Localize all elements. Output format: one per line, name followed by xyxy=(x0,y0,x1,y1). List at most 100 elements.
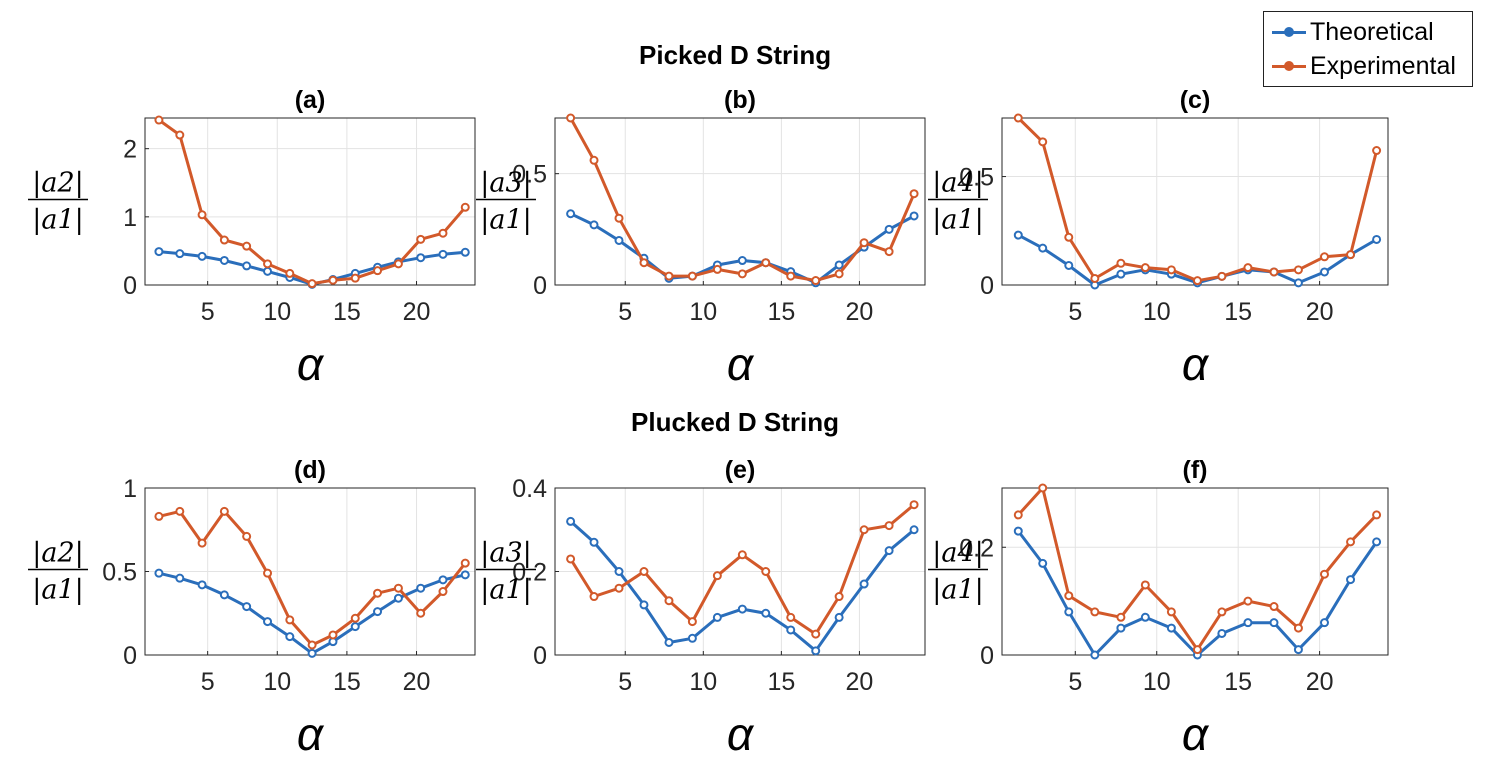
data-point-experimental xyxy=(1293,265,1303,275)
legend-swatch-experimental xyxy=(1270,56,1308,76)
data-point-theoretical xyxy=(884,546,894,556)
data-point-experimental xyxy=(639,258,649,268)
data-point-experimental xyxy=(1090,273,1100,283)
data-point-experimental xyxy=(285,268,295,278)
data-point-experimental xyxy=(175,130,185,140)
plot-area xyxy=(1002,488,1388,655)
data-point-theoretical xyxy=(1372,537,1382,547)
axes-frame xyxy=(554,117,926,286)
data-point-experimental xyxy=(1372,146,1382,156)
data-point-theoretical xyxy=(566,516,576,526)
data-point-experimental xyxy=(328,275,338,285)
data-point-theoretical xyxy=(1243,618,1253,628)
data-point-experimental xyxy=(1116,258,1126,268)
data-point-experimental xyxy=(393,259,403,269)
data-point-experimental xyxy=(242,241,252,251)
data-point-experimental xyxy=(639,567,649,576)
y-tick-label: 2 xyxy=(123,136,137,164)
data-point-theoretical xyxy=(712,612,722,622)
data-point-theoretical xyxy=(1346,575,1356,585)
data-point-experimental xyxy=(350,273,360,283)
panel-3: 5 10 15 20 0 0.5 1 (d) α |a2| |a1| xyxy=(28,456,476,760)
data-point-theoretical xyxy=(566,209,576,219)
data-point-experimental xyxy=(589,592,599,602)
data-point-theoretical xyxy=(1269,618,1279,628)
plot-area xyxy=(145,118,475,285)
x-tick-label: 15 xyxy=(333,298,361,326)
panel-title: (f) xyxy=(1183,456,1208,484)
x-tick-label: 15 xyxy=(333,668,361,696)
data-point-theoretical xyxy=(219,590,229,600)
y-axis-label: |a3| |a1| xyxy=(476,538,536,606)
data-point-theoretical xyxy=(1064,607,1074,617)
x-tick-label: 5 xyxy=(1068,668,1082,696)
data-point-experimental xyxy=(307,279,317,289)
data-point-experimental xyxy=(1192,645,1202,655)
x-axis-label: α xyxy=(297,338,325,390)
data-point-experimental xyxy=(664,271,674,281)
legend-label-experimental: Experimental xyxy=(1310,51,1456,80)
data-point-experimental xyxy=(219,506,229,516)
data-point-experimental xyxy=(664,596,674,606)
y-axis-label: |a2| |a1| xyxy=(28,538,88,606)
data-point-experimental xyxy=(197,538,207,548)
y-label-denominator: |a1| xyxy=(932,575,983,606)
x-tick-label: 5 xyxy=(201,668,215,696)
data-point-theoretical xyxy=(761,608,771,618)
data-point-theoretical xyxy=(1116,269,1126,279)
y-label-numerator: |a3| xyxy=(480,538,531,569)
y-label-numerator: |a2| xyxy=(32,538,83,569)
data-point-experimental xyxy=(393,583,403,593)
data-point-experimental xyxy=(175,506,185,516)
data-point-theoretical xyxy=(219,255,229,265)
data-point-experimental xyxy=(1166,607,1176,617)
panel-4: 5 10 15 20 0 0.2 0.4 (e) α |a3| |a1| xyxy=(476,456,926,760)
data-point-theoretical xyxy=(438,249,448,259)
data-point-theoretical xyxy=(589,220,599,230)
panel-5: 5 10 15 20 0 0.2 (f) α |a4| |a1| xyxy=(928,456,1389,760)
data-point-experimental xyxy=(1064,591,1074,601)
x-tick-label: 5 xyxy=(1068,298,1082,326)
y-tick-label: 0.2 xyxy=(512,559,547,587)
y-tick-label: 0.4 xyxy=(512,475,547,503)
data-point-theoretical xyxy=(834,612,844,622)
x-tick-label: 5 xyxy=(618,668,632,696)
data-point-theoretical xyxy=(285,632,295,642)
data-point-experimental xyxy=(1140,263,1150,273)
x-tick-label: 15 xyxy=(1224,668,1252,696)
data-point-experimental xyxy=(834,269,844,279)
data-point-theoretical xyxy=(1319,618,1329,628)
data-point-experimental xyxy=(1038,137,1048,147)
data-point-experimental xyxy=(859,525,869,535)
x-tick-label: 10 xyxy=(689,298,717,326)
data-point-experimental xyxy=(1217,271,1227,281)
data-point-experimental xyxy=(1269,602,1279,612)
data-point-theoretical xyxy=(1038,558,1048,568)
data-point-experimental xyxy=(350,613,360,623)
data-point-theoretical xyxy=(307,648,317,658)
y-tick-label: 0 xyxy=(123,642,137,670)
data-point-experimental xyxy=(687,271,697,281)
row-title-picked: Picked D String xyxy=(639,40,832,70)
data-point-theoretical xyxy=(1293,645,1303,655)
data-point-theoretical xyxy=(884,224,894,234)
data-point-experimental xyxy=(438,587,448,597)
x-axis-label: α xyxy=(1182,708,1210,760)
y-label-denominator: |a1| xyxy=(480,575,531,606)
data-point-experimental xyxy=(589,155,599,165)
data-point-theoretical xyxy=(175,249,185,259)
x-tick-label: 20 xyxy=(1306,298,1334,326)
data-point-theoretical xyxy=(1293,278,1303,288)
panel-title: (b) xyxy=(724,86,756,114)
data-point-experimental xyxy=(884,247,894,257)
x-tick-label: 10 xyxy=(263,668,291,696)
data-point-experimental xyxy=(737,550,747,560)
data-point-theoretical xyxy=(1319,267,1329,277)
data-point-experimental xyxy=(1192,276,1202,286)
y-axis-label: |a3| |a1| xyxy=(476,168,536,236)
panel-title: (d) xyxy=(294,456,326,484)
y-axis-label: |a2| |a1| xyxy=(28,168,88,236)
data-point-experimental xyxy=(1116,612,1126,622)
data-point-experimental xyxy=(614,583,624,593)
data-point-experimental xyxy=(1217,607,1227,617)
